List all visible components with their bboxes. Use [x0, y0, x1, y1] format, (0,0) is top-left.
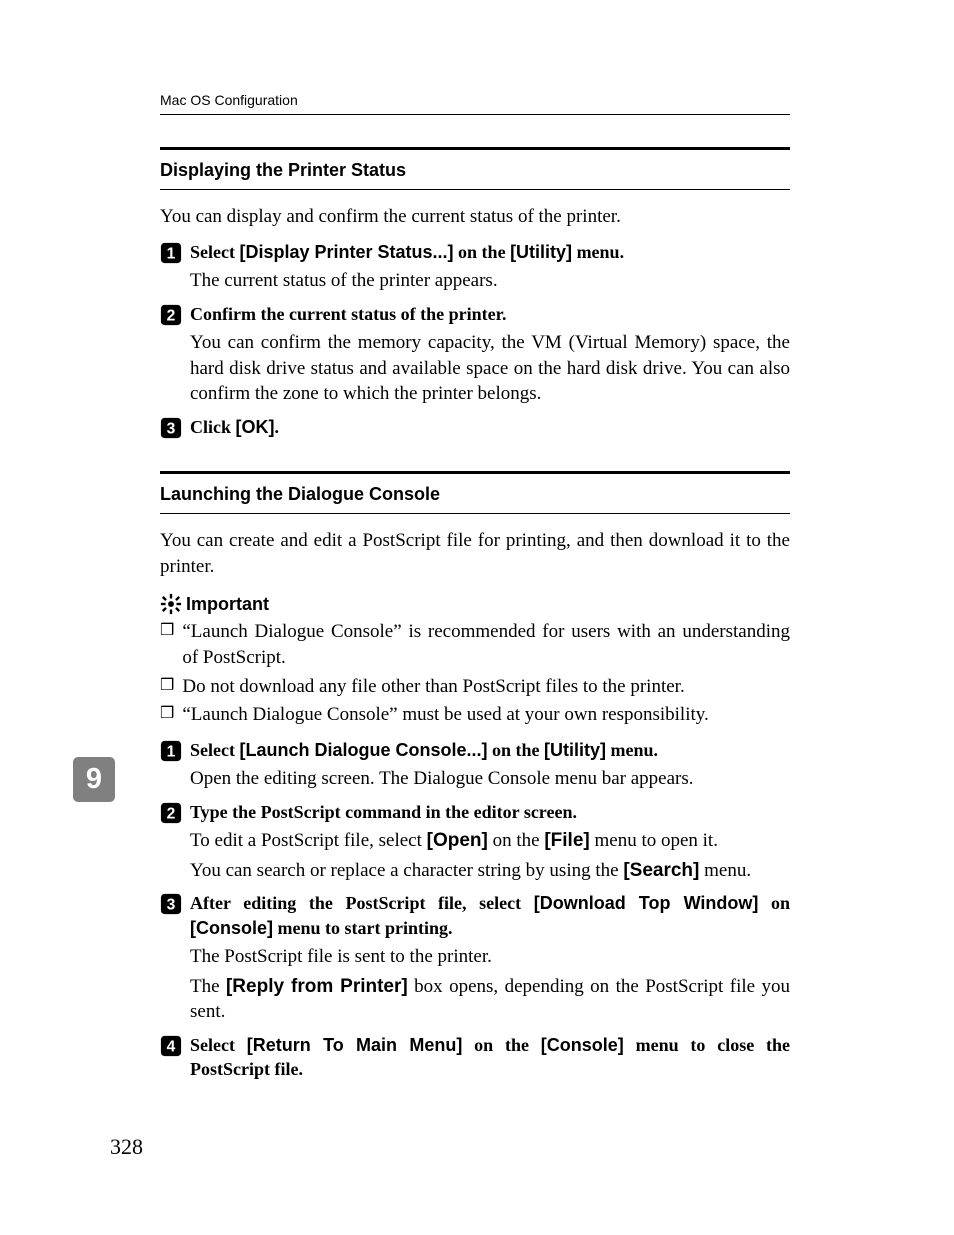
step-heading: 2Confirm the current status of the print…: [160, 302, 790, 326]
bullet-item: ❒“Launch Dialogue Console” must be used …: [160, 702, 790, 728]
step-body: To edit a PostScript file, select [Open]…: [190, 828, 790, 883]
step-heading: 3Click [OK].: [160, 415, 790, 439]
section-rule-top: [160, 147, 790, 150]
step-number-icon: 4: [160, 1035, 182, 1057]
important-icon: [160, 593, 182, 615]
bullet-item: ❒Do not download any file other than Pos…: [160, 674, 790, 700]
svg-text:1: 1: [167, 743, 176, 760]
step: 3After editing the PostScript file, sele…: [160, 891, 790, 1025]
bullet-icon: ❒: [160, 674, 174, 698]
step-body-text: You can search or replace a character st…: [190, 858, 790, 884]
section-title: Launching the Dialogue Console: [160, 484, 790, 505]
step-heading: 4Select [Return To Main Menu] on the [Co…: [160, 1033, 790, 1082]
step-heading: 1Select [Display Printer Status...] on t…: [160, 240, 790, 264]
step: 3Click [OK].: [160, 415, 790, 439]
section2-steps: 1Select [Launch Dialogue Console...] on …: [160, 738, 790, 1082]
step-body: Open the editing screen. The Dialogue Co…: [190, 766, 790, 792]
step: 2Type the PostScript command in the edit…: [160, 800, 790, 884]
step-heading: 2Type the PostScript command in the edit…: [160, 800, 790, 824]
running-head: Mac OS Configuration: [160, 92, 790, 108]
important-bullets: ❒“Launch Dialogue Console” is recommende…: [160, 619, 790, 728]
chapter-tab: 9: [73, 757, 115, 802]
step-body-text: The [Reply from Printer] box opens, depe…: [190, 974, 790, 1025]
step: 1Select [Launch Dialogue Console...] on …: [160, 738, 790, 792]
step-body-text: The current status of the printer appear…: [190, 268, 790, 294]
step: 4Select [Return To Main Menu] on the [Co…: [160, 1033, 790, 1082]
step-body-text: You can confirm the memory capacity, the…: [190, 330, 790, 407]
step-number-icon: 2: [160, 304, 182, 326]
head-rule: [160, 114, 790, 115]
step-heading: 1Select [Launch Dialogue Console...] on …: [160, 738, 790, 762]
bullet-icon: ❒: [160, 702, 174, 726]
section-rule-bot: [160, 189, 790, 190]
svg-text:2: 2: [167, 307, 176, 324]
important-callout: Important: [160, 593, 790, 615]
step-number-icon: 1: [160, 242, 182, 264]
step-number-icon: 1: [160, 740, 182, 762]
svg-text:2: 2: [167, 805, 176, 822]
step-body: The PostScript file is sent to the print…: [190, 944, 790, 1025]
step-body-text: Open the editing screen. The Dialogue Co…: [190, 766, 790, 792]
section1-steps: 1Select [Display Printer Status...] on t…: [160, 240, 790, 439]
section-rule-top: [160, 471, 790, 474]
step-number-icon: 3: [160, 893, 182, 915]
svg-text:4: 4: [167, 1038, 176, 1055]
section-title: Displaying the Printer Status: [160, 160, 790, 181]
bullet-icon: ❒: [160, 619, 174, 643]
section-lead: You can create and edit a PostScript fil…: [160, 528, 790, 579]
section-lead: You can display and confirm the current …: [160, 204, 790, 230]
svg-text:3: 3: [167, 420, 176, 437]
svg-text:1: 1: [167, 245, 176, 262]
section-rule-bot: [160, 513, 790, 514]
step-number-icon: 2: [160, 802, 182, 824]
step-body: The current status of the printer appear…: [190, 268, 790, 294]
step-body-text: The PostScript file is sent to the print…: [190, 944, 790, 970]
step: 1Select [Display Printer Status...] on t…: [160, 240, 790, 294]
important-label: Important: [186, 594, 269, 615]
step: 2Confirm the current status of the print…: [160, 302, 790, 407]
step-body-text: To edit a PostScript file, select [Open]…: [190, 828, 790, 854]
page-number: 328: [110, 1134, 143, 1160]
page-content: Mac OS Configuration Displaying the Prin…: [160, 92, 790, 1082]
step-number-icon: 3: [160, 417, 182, 439]
bullet-item: ❒“Launch Dialogue Console” is recommende…: [160, 619, 790, 670]
svg-text:3: 3: [167, 897, 176, 914]
step-body: You can confirm the memory capacity, the…: [190, 330, 790, 407]
step-heading: 3After editing the PostScript file, sele…: [160, 891, 790, 940]
